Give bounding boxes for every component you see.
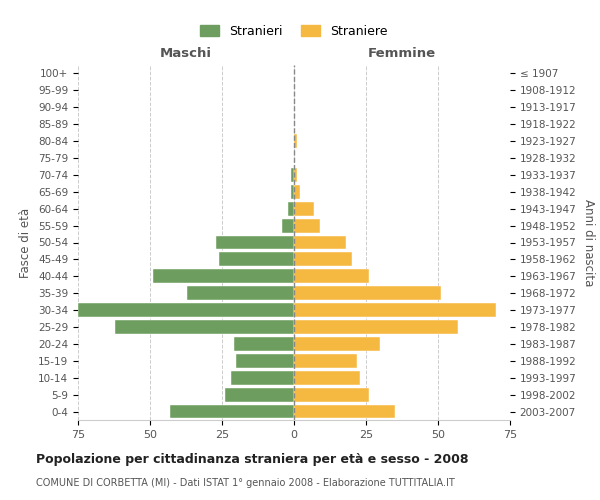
Bar bbox=[170, 404, 294, 418]
Bar bbox=[115, 320, 294, 334]
Bar bbox=[294, 168, 297, 182]
Text: Femmine: Femmine bbox=[368, 47, 436, 60]
Bar bbox=[294, 388, 369, 402]
Bar bbox=[294, 134, 297, 148]
Bar bbox=[225, 388, 294, 402]
Bar bbox=[294, 218, 320, 232]
Bar bbox=[294, 252, 352, 266]
Text: Popolazione per cittadinanza straniera per età e sesso - 2008: Popolazione per cittadinanza straniera p… bbox=[36, 452, 469, 466]
Bar bbox=[216, 236, 294, 250]
Bar bbox=[294, 371, 360, 384]
Y-axis label: Anni di nascita: Anni di nascita bbox=[581, 199, 595, 286]
Bar bbox=[236, 354, 294, 368]
Y-axis label: Fasce di età: Fasce di età bbox=[19, 208, 32, 278]
Bar bbox=[153, 270, 294, 283]
Bar bbox=[230, 371, 294, 384]
Bar bbox=[294, 337, 380, 351]
Bar bbox=[291, 185, 294, 198]
Bar bbox=[294, 286, 441, 300]
Bar bbox=[291, 168, 294, 182]
Bar bbox=[294, 236, 346, 250]
Bar bbox=[294, 270, 369, 283]
Bar bbox=[283, 218, 294, 232]
Bar bbox=[294, 404, 395, 418]
Text: Maschi: Maschi bbox=[160, 47, 212, 60]
Bar bbox=[187, 286, 294, 300]
Bar bbox=[294, 202, 314, 215]
Bar bbox=[294, 303, 496, 317]
Bar bbox=[294, 320, 458, 334]
Text: COMUNE DI CORBETTA (MI) - Dati ISTAT 1° gennaio 2008 - Elaborazione TUTTITALIA.I: COMUNE DI CORBETTA (MI) - Dati ISTAT 1° … bbox=[36, 478, 455, 488]
Bar bbox=[78, 303, 294, 317]
Bar bbox=[294, 185, 300, 198]
Bar bbox=[288, 202, 294, 215]
Bar bbox=[219, 252, 294, 266]
Bar bbox=[294, 354, 358, 368]
Legend: Stranieri, Straniere: Stranieri, Straniere bbox=[200, 25, 388, 38]
Bar bbox=[233, 337, 294, 351]
